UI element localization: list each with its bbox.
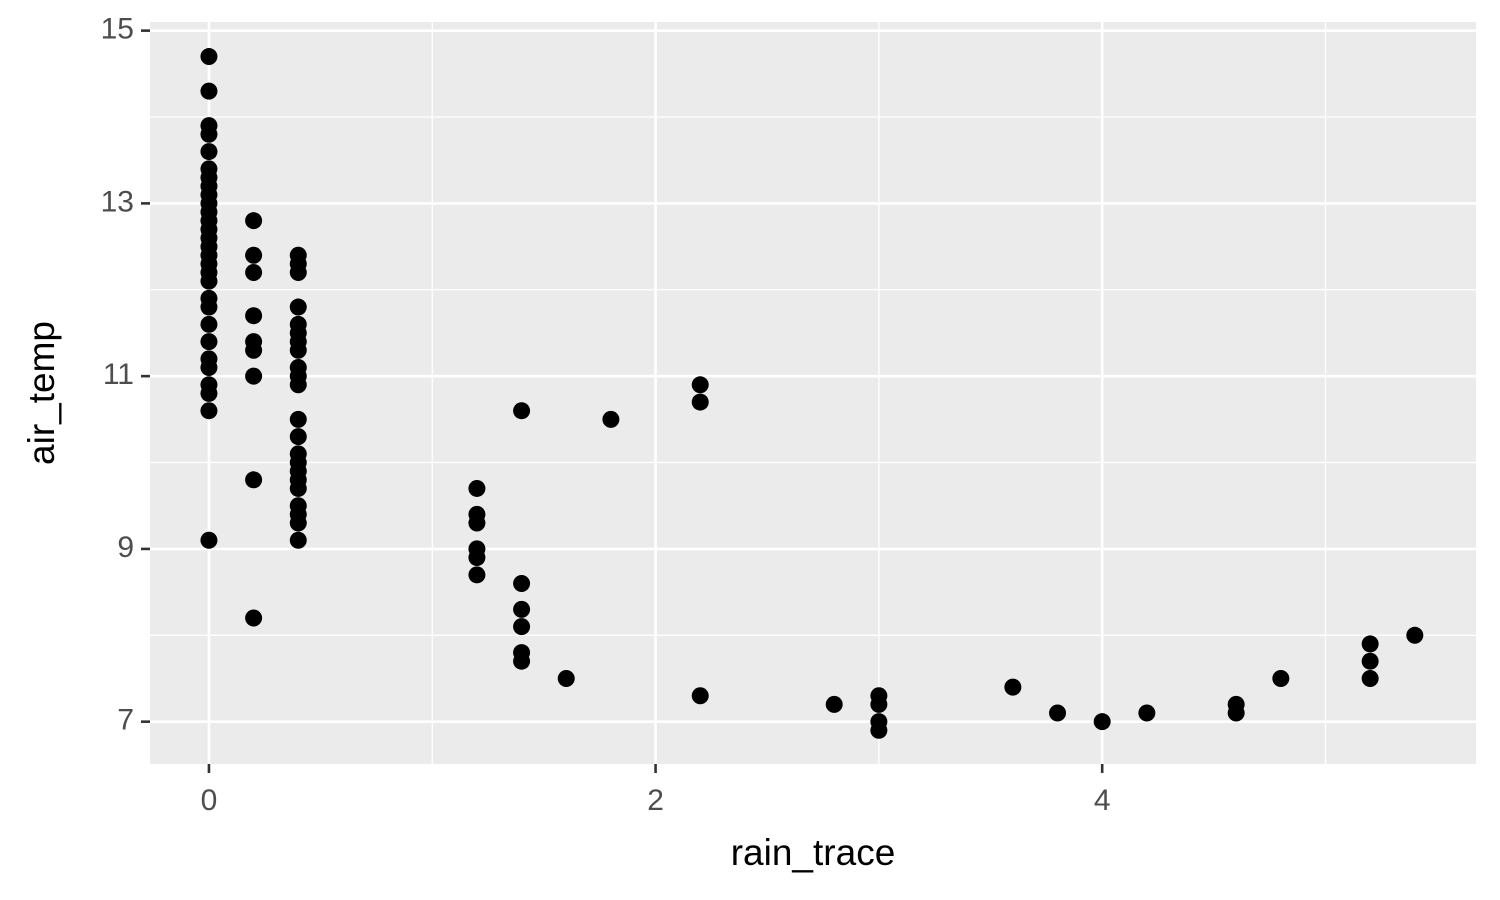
point xyxy=(200,143,218,161)
x-axis-title: rain_trace xyxy=(731,832,896,873)
point xyxy=(691,393,709,411)
point xyxy=(1227,704,1245,722)
y-axis-title: air_temp xyxy=(21,321,62,465)
point xyxy=(200,315,218,333)
point xyxy=(1361,635,1379,653)
point xyxy=(468,514,486,532)
point xyxy=(289,298,307,316)
point xyxy=(245,341,263,359)
point xyxy=(602,410,620,428)
point xyxy=(513,574,531,592)
point xyxy=(1272,669,1290,687)
point xyxy=(513,402,531,420)
point xyxy=(825,695,843,713)
x-tick-label: 0 xyxy=(201,784,218,817)
y-tick-label: 9 xyxy=(117,531,134,564)
panel xyxy=(150,22,1476,764)
point xyxy=(1361,652,1379,670)
point xyxy=(245,609,263,627)
point xyxy=(557,669,575,687)
point xyxy=(200,384,218,402)
y-tick-label: 15 xyxy=(101,13,134,46)
point xyxy=(1406,626,1424,644)
point xyxy=(1093,713,1111,731)
point xyxy=(289,479,307,497)
point xyxy=(289,531,307,549)
point xyxy=(691,376,709,394)
point xyxy=(468,566,486,584)
point xyxy=(513,600,531,618)
point xyxy=(289,428,307,446)
point xyxy=(289,264,307,282)
point xyxy=(1361,669,1379,687)
point xyxy=(1004,678,1022,696)
x-tick-label: 4 xyxy=(1094,784,1111,817)
point xyxy=(245,307,263,325)
point xyxy=(200,125,218,143)
point xyxy=(1049,704,1067,722)
point xyxy=(468,549,486,567)
point xyxy=(245,246,263,264)
point xyxy=(200,298,218,316)
y-tick-label: 7 xyxy=(117,704,134,737)
point xyxy=(513,652,531,670)
point xyxy=(245,471,263,489)
x-tick-label: 2 xyxy=(647,784,664,817)
point xyxy=(200,48,218,66)
point xyxy=(468,479,486,497)
y-tick-label: 11 xyxy=(103,358,134,391)
point xyxy=(1138,704,1156,722)
point xyxy=(200,531,218,549)
point xyxy=(289,376,307,394)
point xyxy=(870,695,888,713)
point xyxy=(245,264,263,282)
point xyxy=(870,721,888,739)
point xyxy=(691,687,709,705)
y-tick-label: 13 xyxy=(101,185,134,218)
point xyxy=(245,367,263,385)
point xyxy=(513,618,531,636)
point xyxy=(289,341,307,359)
point xyxy=(245,212,263,230)
point xyxy=(289,514,307,532)
point xyxy=(289,410,307,428)
point xyxy=(200,82,218,100)
point xyxy=(200,359,218,377)
point xyxy=(200,402,218,420)
point xyxy=(200,272,218,290)
point xyxy=(200,333,218,351)
